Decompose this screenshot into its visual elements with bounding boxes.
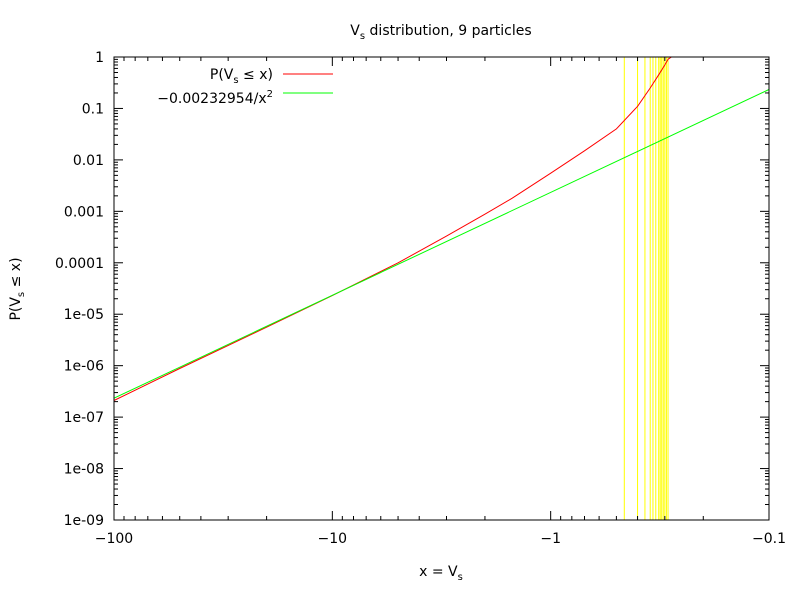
legend: P(Vs ≤ x) −0.00232954/x2: [157, 67, 333, 107]
legend-label-cdf: P(Vs ≤ x): [210, 67, 273, 86]
series-line-cdf: [113, 56, 672, 401]
y-tick-label-1: 0.1: [82, 101, 104, 117]
chart-title-sub: s: [360, 31, 365, 42]
x-tick-label-2: −1: [540, 531, 561, 547]
chart-title-main: V: [350, 23, 360, 39]
y-tick-label-0: 1: [95, 50, 104, 66]
y-tick-label-3: 0.001: [64, 204, 104, 220]
y-axis-label-rest: ≤ x): [8, 257, 24, 291]
x-tick-label-0: −100: [95, 531, 133, 547]
chart-title-rest: distribution, 9 particles: [365, 23, 532, 39]
chart-title: Vs distribution, 9 particles: [350, 23, 531, 42]
legend-label-cdf-main: P(V: [210, 67, 234, 83]
x-axis-label: x = Vs: [419, 564, 463, 583]
plot-frame: [113, 56, 770, 521]
legend-label-fit-sup: 2: [267, 89, 273, 100]
y-tick-label-5: 1e-05: [64, 307, 104, 323]
y-axis-label-sub: s: [16, 292, 27, 297]
series-line-fit: [113, 89, 770, 399]
y-tick-label-8: 1e-08: [64, 462, 104, 478]
legend-label-fit-main: −0.00232954/x: [157, 91, 266, 107]
legend-label-cdf-rest: ≤ x): [239, 67, 273, 83]
legend-label-cdf-sub: s: [233, 75, 238, 86]
x-axis-label-main: x = V: [419, 564, 458, 580]
y-tick-label-6: 1e-06: [64, 359, 104, 375]
x-axis-label-sub: s: [458, 572, 463, 583]
y-tick-label-4: 0.0001: [55, 256, 104, 272]
legend-label-fit: −0.00232954/x2: [157, 89, 273, 107]
y-tick-label-9: 1e-09: [64, 513, 104, 529]
y-axis-label-main: P(V: [8, 297, 24, 321]
x-tick-label-3: −0.1: [752, 531, 786, 547]
x-tick-label-1: −10: [318, 531, 348, 547]
chart-marks: [113, 56, 770, 520]
y-tick-label-2: 0.01: [73, 153, 104, 169]
y-tick-label-7: 1e-07: [64, 410, 104, 426]
axis-ticks: 1 0.1 0.01 0.001 0.0001 1e-05 1e-06 1e-07 1e-08 1…: [55, 50, 786, 547]
y-axis-label: P(Vs ≤ x): [8, 257, 27, 320]
